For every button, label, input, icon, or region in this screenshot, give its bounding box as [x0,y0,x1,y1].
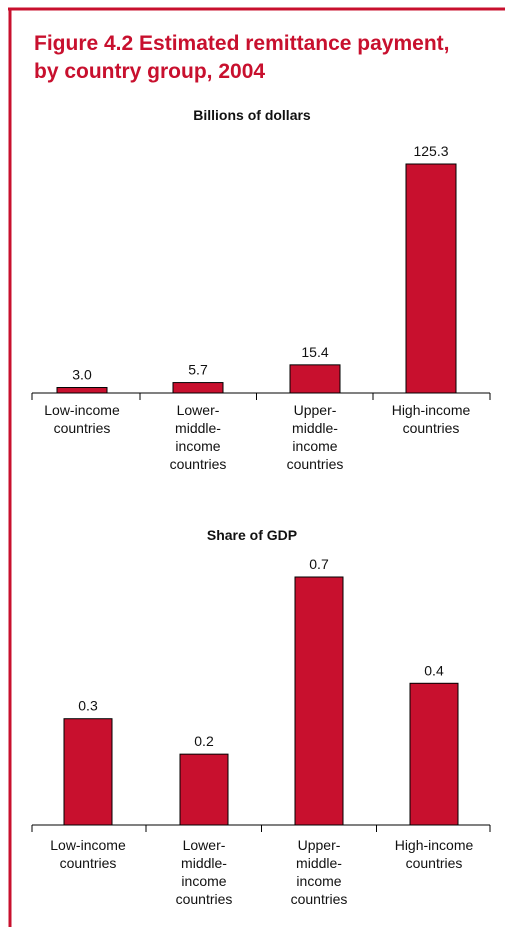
figure-title-line-2: by country group, 2004 [34,60,266,83]
chart-1-category-label-1: Low-income countries [44,402,120,436]
chart-2-category-label-1: Low-income countries [50,837,126,871]
chart-2-category-label-2: Lower-middle-income countries [176,837,233,907]
chart-1-value-label-1: 3.0 [72,367,92,383]
chart-1-value-label-4: 125.3 [413,143,448,159]
chart-1-subtitle: Billions of dollars [193,107,311,123]
chart-billions-of-dollars: Billions of dollars 3.0 5.7 15.4 125.3 Low-in… [31,107,491,472]
chart-1-bar-3 [289,364,341,394]
figure-title: Figure 4.2 Estimated remittance payment,… [34,30,494,86]
chart-1-category-label-4: High-income countries [392,402,471,436]
chart-2-value-label-2: 0.2 [194,733,214,749]
chart-2-category-label-4: High-income countries [395,837,474,871]
chart-1-bar-1 [56,387,108,394]
chart-1-value-label-2: 5.7 [188,362,208,378]
chart-1-bar-4 [405,163,457,394]
chart-1-value-label-3: 15.4 [301,344,328,360]
chart-2-subtitle: Share of GDP [207,527,297,543]
chart-1-category-label-3: Upper-middle-income countries [287,402,344,472]
chart-2-bar-4 [409,682,459,826]
chart-2-value-label-3: 0.7 [309,556,329,572]
chart-2-value-label-4: 0.4 [424,662,444,678]
chart-2-category-label-3: Upper-middle-income countries [291,837,348,907]
chart-share-of-gdp: Share of GDP 0.3 0.2 0.7 0.4 Low-income countr… [31,527,491,907]
figure-title-line-1: Figure 4.2 Estimated remittance payment, [34,32,450,55]
chart-2-bar-3 [294,576,344,826]
chart-2-bar-2 [179,753,229,826]
chart-2-value-label-1: 0.3 [78,698,98,714]
chart-1-category-label-2: Lower-middle-income countries [170,402,227,472]
chart-2-bar-1 [63,718,113,826]
chart-1-bar-2 [172,382,224,394]
